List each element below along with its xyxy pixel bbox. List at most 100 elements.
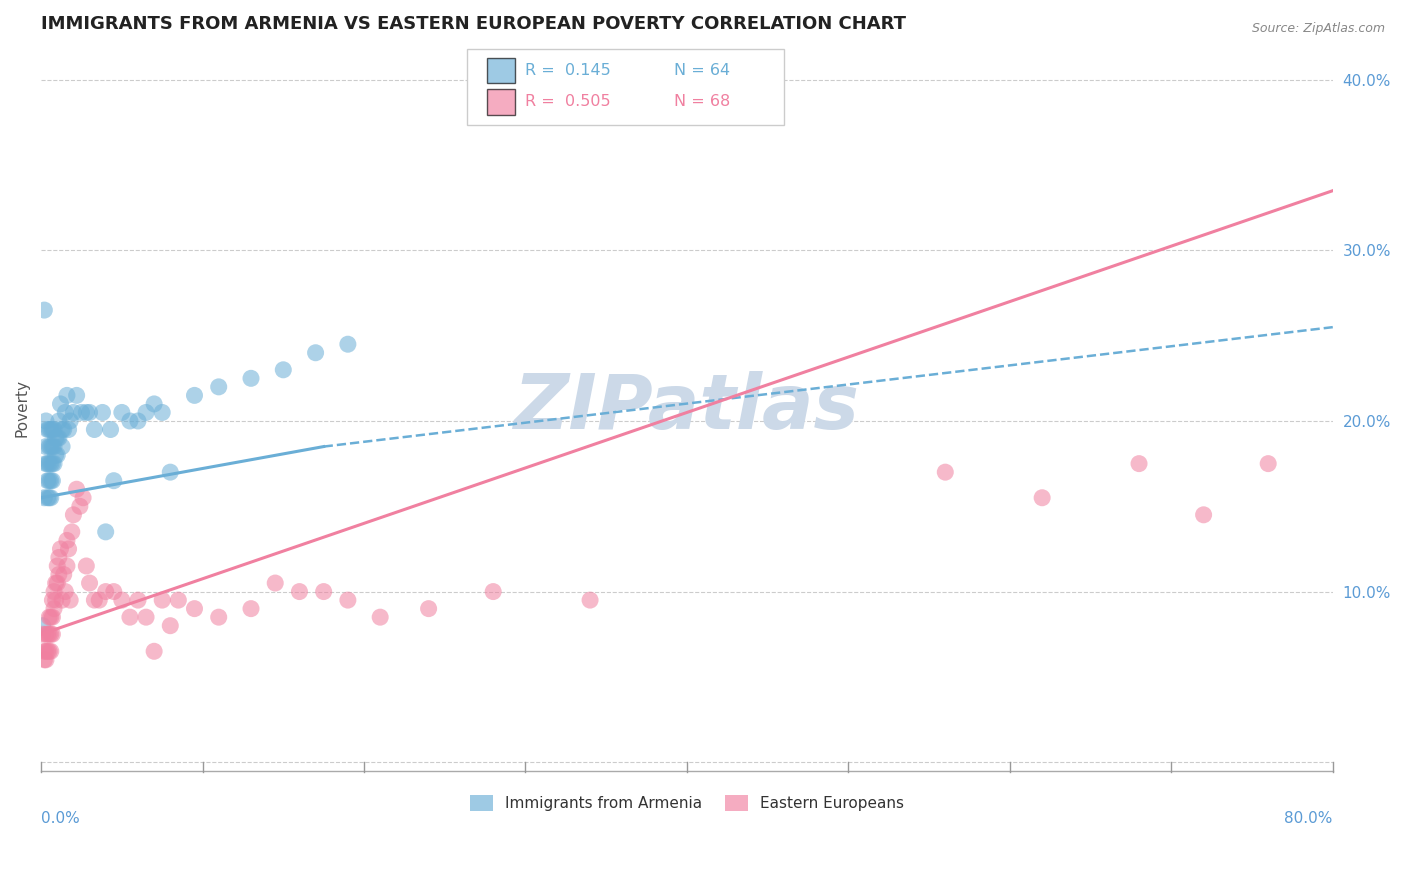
Text: R =  0.505: R = 0.505: [526, 94, 612, 109]
Point: [41, 627, 63, 641]
Point: [39, 627, 62, 641]
Point: [264, 576, 287, 591]
Point: [418, 601, 440, 615]
Point: [48, 567, 70, 582]
Point: [1031, 491, 1053, 505]
Point: [75, 559, 97, 574]
Point: [41, 593, 63, 607]
Point: [42, 584, 65, 599]
Point: [288, 584, 311, 599]
Point: [37, 457, 59, 471]
Point: [38, 610, 60, 624]
Point: [38, 423, 60, 437]
Point: [159, 465, 181, 479]
Text: ZIPatlas: ZIPatlas: [515, 371, 860, 445]
Point: [103, 474, 125, 488]
Point: [118, 610, 141, 624]
Point: [37, 423, 59, 437]
Point: [135, 610, 157, 624]
Point: [41, 457, 63, 471]
Point: [1192, 508, 1215, 522]
Point: [34, 491, 56, 505]
Point: [62, 405, 84, 419]
Point: [38, 474, 60, 488]
Point: [39, 423, 62, 437]
Point: [89, 593, 111, 607]
FancyBboxPatch shape: [467, 49, 783, 126]
Point: [79, 576, 101, 591]
Point: [37, 491, 59, 505]
Text: R =  0.145: R = 0.145: [526, 62, 612, 78]
Point: [35, 627, 58, 641]
Point: [127, 593, 149, 607]
Point: [1257, 457, 1279, 471]
Text: Source: ZipAtlas.com: Source: ZipAtlas.com: [1251, 22, 1385, 36]
Point: [35, 440, 58, 454]
Point: [56, 388, 79, 402]
Legend: Immigrants from Armenia, Eastern Europeans: Immigrants from Armenia, Eastern Europea…: [464, 789, 910, 817]
Point: [271, 363, 294, 377]
Point: [135, 405, 157, 419]
Point: [159, 618, 181, 632]
Point: [53, 405, 76, 419]
Point: [38, 457, 60, 471]
Text: IMMIGRANTS FROM ARMENIA VS EASTERN EUROPEAN POVERTY CORRELATION CHART: IMMIGRANTS FROM ARMENIA VS EASTERN EUROP…: [41, 15, 905, 33]
Point: [41, 474, 63, 488]
Point: [143, 644, 166, 658]
Point: [240, 601, 263, 615]
Point: [83, 593, 105, 607]
Point: [52, 423, 75, 437]
Point: [56, 533, 79, 548]
Point: [579, 593, 602, 607]
Point: [39, 610, 62, 624]
Point: [100, 423, 122, 437]
Point: [37, 627, 59, 641]
Point: [35, 644, 58, 658]
Point: [94, 584, 117, 599]
Point: [45, 576, 67, 591]
Point: [312, 584, 335, 599]
Point: [31, 618, 53, 632]
Point: [35, 653, 58, 667]
FancyBboxPatch shape: [486, 58, 515, 83]
Point: [51, 423, 73, 437]
Point: [58, 541, 80, 556]
Point: [46, 576, 69, 591]
Point: [111, 405, 134, 419]
Text: N = 64: N = 64: [673, 62, 730, 78]
Point: [60, 524, 83, 539]
Point: [42, 601, 65, 615]
Point: [934, 465, 956, 479]
Point: [150, 593, 173, 607]
Point: [150, 405, 173, 419]
Point: [37, 644, 59, 658]
Text: 0.0%: 0.0%: [41, 811, 80, 826]
Point: [70, 405, 93, 419]
Point: [45, 431, 67, 445]
Point: [336, 593, 359, 607]
Point: [42, 440, 65, 454]
Text: N = 68: N = 68: [673, 94, 730, 109]
Point: [48, 550, 70, 565]
Point: [41, 423, 63, 437]
Point: [31, 627, 53, 641]
Point: [51, 593, 73, 607]
Point: [39, 644, 62, 658]
Point: [39, 440, 62, 454]
Point: [38, 440, 60, 454]
Point: [103, 584, 125, 599]
Point: [127, 414, 149, 428]
Point: [48, 414, 70, 428]
Point: [72, 491, 94, 505]
Point: [41, 440, 63, 454]
Point: [34, 644, 56, 658]
Point: [75, 405, 97, 419]
Point: [46, 559, 69, 574]
Point: [53, 584, 76, 599]
Point: [59, 593, 82, 607]
Point: [51, 440, 73, 454]
Point: [83, 423, 105, 437]
Point: [42, 423, 65, 437]
Point: [39, 491, 62, 505]
Point: [118, 414, 141, 428]
